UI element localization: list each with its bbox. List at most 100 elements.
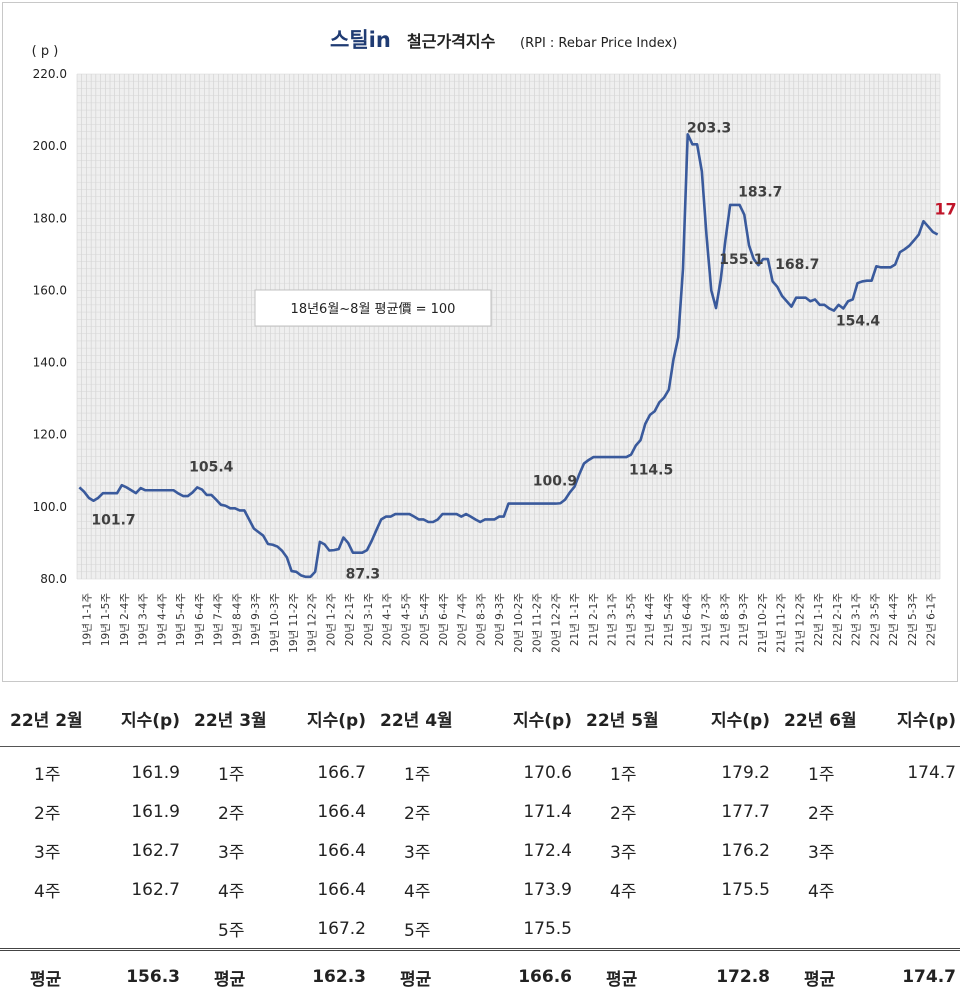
index-value-cell: 166.4 — [280, 792, 370, 831]
x-tick-label: 22년 5-3주 — [907, 593, 919, 647]
x-tick-label: 20년 9-3주 — [494, 593, 506, 647]
x-tick-label: 19년 3-4주 — [138, 593, 150, 647]
x-tick-label: 20년 11-2주 — [532, 593, 544, 653]
index-value-cell: 161.9 — [96, 792, 184, 831]
x-tick-label: 20년 2-1주 — [344, 593, 356, 647]
x-tick-label: 21년 9-3주 — [738, 593, 750, 647]
week-label-cell — [576, 909, 676, 950]
brand-logo: 스틸in — [330, 28, 391, 52]
x-tick-label: 21년 7-3주 — [700, 593, 712, 647]
y-tick-label: 140.0 — [33, 356, 67, 370]
index-value-cell: 166.7 — [280, 747, 370, 793]
week-label-cell: 4주 — [370, 870, 466, 909]
base-price-note: 18년6월~8월 평균價 = 100 — [291, 302, 456, 317]
data-label: 155.1 — [719, 252, 763, 268]
rpi-line-chart: 80.0100.0120.0140.0160.0180.0200.0220.0(… — [3, 3, 957, 681]
x-tick-label: 21년 8-3주 — [719, 593, 731, 647]
y-tick-label: 120.0 — [33, 428, 67, 442]
x-tick-label: 19년 10-3주 — [269, 593, 281, 653]
x-tick-label: 20년 6-4주 — [438, 593, 450, 647]
index-value-cell: 179.2 — [676, 747, 774, 793]
x-tick-label: 20년 10-2주 — [513, 593, 525, 653]
index-value-cell: 166.4 — [280, 870, 370, 909]
x-tick-label: 22년 1-1주 — [813, 593, 825, 647]
x-tick-label: 22년 3-1주 — [851, 593, 863, 647]
week-label-cell: 5주 — [184, 909, 280, 950]
week-label-cell: 1주 — [370, 747, 466, 793]
week-label-cell — [0, 909, 96, 950]
week-label-cell: 3주 — [370, 831, 466, 870]
x-tick-label: 22년 6-1주 — [926, 593, 938, 647]
month-column-header: 22년 4월 — [370, 690, 466, 747]
y-axis-label: ( p ) — [32, 44, 59, 59]
x-tick-label: 20년 3-1주 — [363, 593, 375, 647]
x-tick-label: 20년 5-4주 — [419, 593, 431, 647]
month-column-header: 22년 6월 — [774, 690, 870, 747]
week-label-cell: 4주 — [0, 870, 96, 909]
x-tick-label: 22년 2-1주 — [832, 593, 844, 647]
x-tick-label: 21년 4-4주 — [644, 593, 656, 647]
average-value-cell: 172.8 — [676, 950, 774, 1003]
x-tick-label: 20년 4-5주 — [400, 593, 412, 647]
week-label-cell: 1주 — [0, 747, 96, 793]
week-label-cell — [774, 909, 870, 950]
average-value-cell: 174.7 — [870, 950, 960, 1003]
x-tick-label: 21년 12-2주 — [794, 593, 806, 653]
week-label-cell: 2주 — [774, 792, 870, 831]
index-column-header: 지수(p) — [96, 690, 184, 747]
x-tick-label: 21년 11-2주 — [776, 593, 788, 653]
data-label: 100.9 — [533, 474, 577, 490]
average-value-cell: 162.3 — [280, 950, 370, 1003]
index-column-header: 지수(p) — [280, 690, 370, 747]
index-value-cell — [870, 909, 960, 950]
chart-title: 철근가격지수 — [407, 32, 496, 51]
y-tick-label: 180.0 — [33, 211, 67, 225]
data-label: 105.4 — [189, 459, 234, 475]
week-label-cell: 3주 — [184, 831, 280, 870]
data-label: 87.3 — [346, 567, 381, 583]
x-tick-label: 19년 9-3주 — [250, 593, 262, 647]
index-value-cell — [676, 909, 774, 950]
x-tick-label: 21년 3-5주 — [625, 593, 637, 647]
week-label-cell: 3주 — [576, 831, 676, 870]
week-label-cell: 2주 — [184, 792, 280, 831]
index-value-cell — [870, 792, 960, 831]
month-column-header: 22년 5월 — [576, 690, 676, 747]
data-label: 101.7 — [91, 513, 135, 529]
x-tick-label: 22년 4-4주 — [888, 593, 900, 647]
week-label-cell: 1주 — [576, 747, 676, 793]
index-value-cell: 161.9 — [96, 747, 184, 793]
week-label-cell: 1주 — [774, 747, 870, 793]
average-label-cell: 평균 — [576, 950, 676, 1003]
week-label-cell: 5주 — [370, 909, 466, 950]
week-label-cell: 4주 — [774, 870, 870, 909]
index-value-cell: 173.9 — [466, 870, 576, 909]
index-value-cell — [870, 870, 960, 909]
x-tick-label: 19년 12-2주 — [307, 593, 319, 653]
week-label-cell: 2주 — [370, 792, 466, 831]
week-label-cell: 1주 — [184, 747, 280, 793]
week-label-cell: 2주 — [0, 792, 96, 831]
y-tick-label: 80.0 — [40, 572, 67, 586]
chart-subtitle: (RPI : Rebar Price Index) — [520, 36, 677, 51]
index-value-cell: 170.6 — [466, 747, 576, 793]
data-label: 203.3 — [687, 120, 731, 136]
data-label: 179.2 — [934, 200, 957, 219]
index-value-cell: 167.2 — [280, 909, 370, 950]
x-tick-label: 20년 12-2주 — [550, 593, 562, 653]
week-label-cell: 3주 — [0, 831, 96, 870]
y-tick-label: 200.0 — [33, 139, 67, 153]
x-tick-label: 19년 6-4주 — [194, 593, 206, 647]
x-tick-label: 20년 8-3주 — [475, 593, 487, 647]
month-column-header: 22년 3월 — [184, 690, 280, 747]
x-tick-label: 19년 8-4주 — [231, 593, 243, 647]
x-tick-label: 21년 5-4주 — [663, 593, 675, 647]
index-value-cell: 162.7 — [96, 831, 184, 870]
